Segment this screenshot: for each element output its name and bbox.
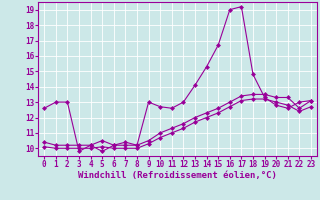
- X-axis label: Windchill (Refroidissement éolien,°C): Windchill (Refroidissement éolien,°C): [78, 171, 277, 180]
